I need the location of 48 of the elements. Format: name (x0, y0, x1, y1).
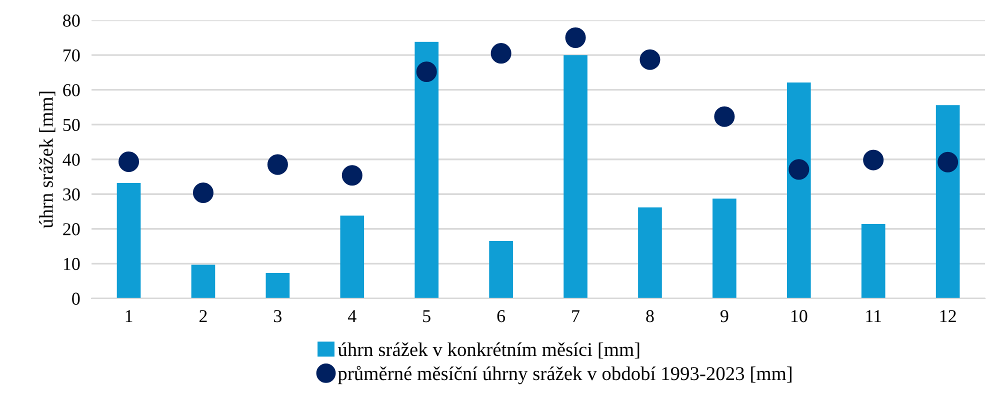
x-tick-label: 5 (423, 310, 430, 322)
bar (414, 42, 439, 298)
x-tick-label: 11 (866, 310, 881, 322)
bar (786, 82, 811, 298)
x-tick-label: 8 (646, 310, 654, 322)
bar (564, 55, 588, 298)
bar (638, 207, 662, 298)
y-tick-label: 0 (72, 292, 80, 305)
bar (266, 273, 290, 298)
bar (936, 105, 960, 298)
legend-label: průměrné měsíční úhrny srážek v období 1993-2023 [mm] (338, 366, 792, 384)
x-tick-label: 9 (720, 310, 728, 322)
point (192, 182, 214, 203)
y-tick-label: 20 (63, 223, 80, 236)
point (416, 61, 437, 82)
bar (489, 241, 513, 298)
bar (712, 198, 736, 298)
bar (340, 216, 364, 298)
point (863, 150, 884, 170)
y-tick-label: 70 (64, 49, 80, 62)
point (938, 152, 958, 172)
y-tick-label: 40 (62, 154, 80, 166)
point (714, 106, 735, 127)
x-tick-label: 12 (940, 310, 956, 322)
y-tick-label: 60 (63, 84, 80, 96)
x-tick-label: 6 (497, 310, 506, 322)
y-tick-label: 10 (64, 258, 80, 270)
x-tick-label: 3 (274, 310, 282, 322)
point (640, 49, 660, 70)
bar (116, 182, 141, 298)
point (118, 152, 140, 172)
point (788, 159, 810, 180)
x-tick-label: 7 (572, 310, 580, 322)
bar (191, 264, 216, 298)
bar (861, 224, 886, 298)
point (342, 165, 362, 186)
y-tick-label: 80 (63, 14, 80, 27)
x-tick-label: 10 (791, 310, 808, 322)
point (267, 154, 288, 175)
y-axis-title: úhrn srážek [mm] (39, 92, 56, 228)
point (490, 43, 512, 64)
x-tick-label: 1 (126, 310, 132, 322)
y-tick-label: 30 (63, 188, 80, 201)
x-tick-label: 2 (200, 310, 207, 322)
point (565, 27, 586, 48)
legend-label: úhrn srážek v konkrétním měsíci [mm] (338, 342, 640, 359)
y-tick-label: 50 (63, 118, 80, 132)
x-tick-label: 4 (348, 310, 356, 322)
